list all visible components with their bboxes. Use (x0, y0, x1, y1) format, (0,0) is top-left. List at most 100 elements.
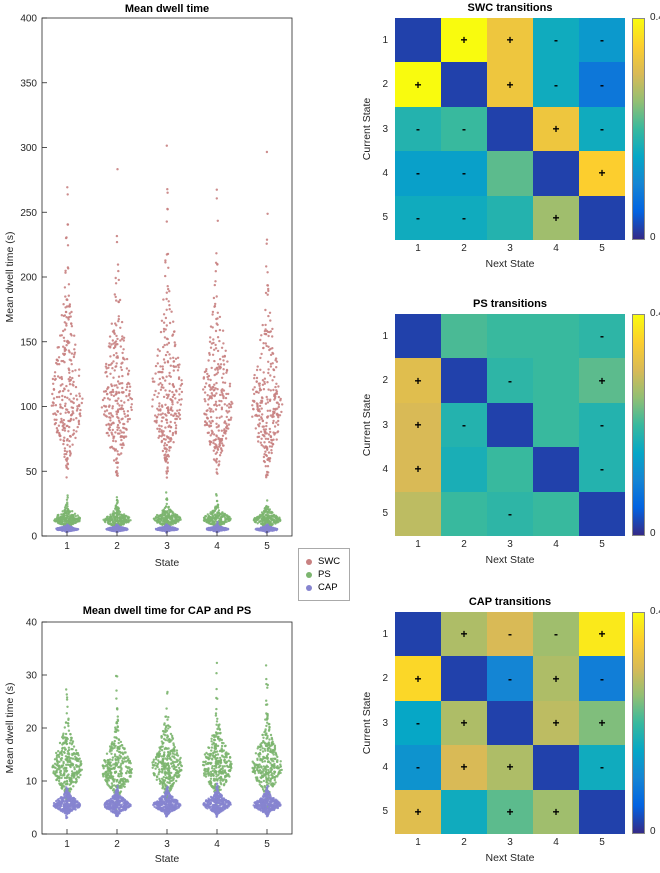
data-point (165, 724, 168, 728)
data-point (120, 513, 123, 516)
data-point (67, 526, 70, 529)
data-point (54, 520, 57, 523)
data-point (116, 718, 120, 721)
data-point (71, 753, 74, 757)
data-point (161, 512, 164, 516)
data-point (177, 520, 180, 523)
data-point (54, 421, 57, 425)
data-point (211, 773, 214, 776)
data-point (203, 398, 206, 401)
data-point (208, 396, 212, 400)
heatmap-cell-r2c3: - (487, 358, 533, 403)
data-point (62, 773, 66, 776)
data-point (210, 740, 213, 743)
data-point (212, 523, 215, 526)
data-point (266, 401, 270, 404)
data-point (154, 389, 157, 393)
data-point (55, 427, 59, 430)
legend: SWC PS CAP (298, 548, 351, 601)
data-point (225, 515, 229, 518)
data-point (118, 298, 122, 302)
data-point (204, 775, 208, 778)
data-point (113, 755, 117, 758)
data-point (215, 772, 218, 776)
data-point (106, 386, 110, 389)
data-point (167, 716, 170, 719)
data-point (111, 367, 114, 370)
data-point (178, 408, 181, 412)
data-point (227, 418, 231, 422)
data-point (228, 755, 232, 759)
data-point (116, 386, 119, 389)
data-point (161, 433, 164, 437)
data-point (126, 780, 130, 783)
data-point (214, 347, 218, 350)
data-point (210, 519, 214, 522)
data-point (120, 523, 123, 526)
data-point (220, 449, 224, 452)
data-point (226, 411, 229, 414)
data-point (156, 516, 160, 519)
data-point (105, 375, 109, 378)
data-point (65, 498, 69, 501)
significance-mark: + (506, 77, 514, 92)
data-point (217, 517, 220, 520)
data-point (216, 512, 219, 515)
data-point (116, 343, 119, 346)
heatmap-cell-r1c5: - (579, 18, 625, 63)
heatmap-cell-r3c4: + (533, 106, 579, 152)
data-point (117, 772, 120, 776)
heatmap-cell-r4c4 (533, 151, 579, 196)
heatmap-cell-r5c5 (579, 491, 625, 536)
heatmap-cell-r2c4 (533, 358, 579, 403)
data-point (109, 776, 113, 780)
legend-marker-icon (306, 558, 312, 565)
data-point (105, 409, 109, 412)
data-point (174, 768, 178, 772)
data-point (151, 398, 154, 401)
data-point (255, 368, 259, 372)
data-point (112, 780, 116, 783)
data-point (57, 424, 61, 427)
data-point (228, 515, 231, 519)
heatmap-cell-r3c2: - (441, 402, 487, 448)
data-point (166, 285, 169, 288)
data-point (122, 422, 125, 426)
data-point (209, 777, 213, 780)
data-point (66, 705, 69, 708)
data-point (116, 263, 120, 266)
data-point (154, 515, 158, 519)
data-point (218, 399, 221, 403)
data-point (73, 334, 76, 337)
data-point (219, 731, 222, 735)
data-point (60, 751, 63, 754)
data-point (267, 314, 270, 318)
data-point (178, 769, 182, 773)
data-point (174, 357, 178, 360)
data-point (172, 356, 175, 359)
data-point (167, 266, 170, 269)
data-point (276, 431, 279, 434)
data-point (177, 377, 181, 381)
data-point (219, 761, 222, 765)
data-point (166, 734, 169, 737)
data-point (218, 339, 221, 343)
data-point (69, 517, 72, 520)
data-point (111, 405, 115, 408)
data-point (56, 410, 60, 413)
data-point (215, 197, 218, 200)
data-point (215, 426, 218, 429)
significance-mark: - (554, 77, 558, 92)
data-point (114, 344, 117, 347)
data-point (172, 360, 175, 363)
data-point (106, 776, 110, 779)
data-point (115, 365, 118, 368)
data-point (159, 408, 162, 411)
x-axis-label: Next State (485, 554, 535, 566)
data-point (124, 514, 128, 518)
data-point (260, 334, 263, 337)
data-point (215, 322, 218, 325)
heatmap-cell-r3c3 (487, 106, 533, 152)
data-point (163, 454, 166, 457)
data-point (173, 775, 176, 778)
